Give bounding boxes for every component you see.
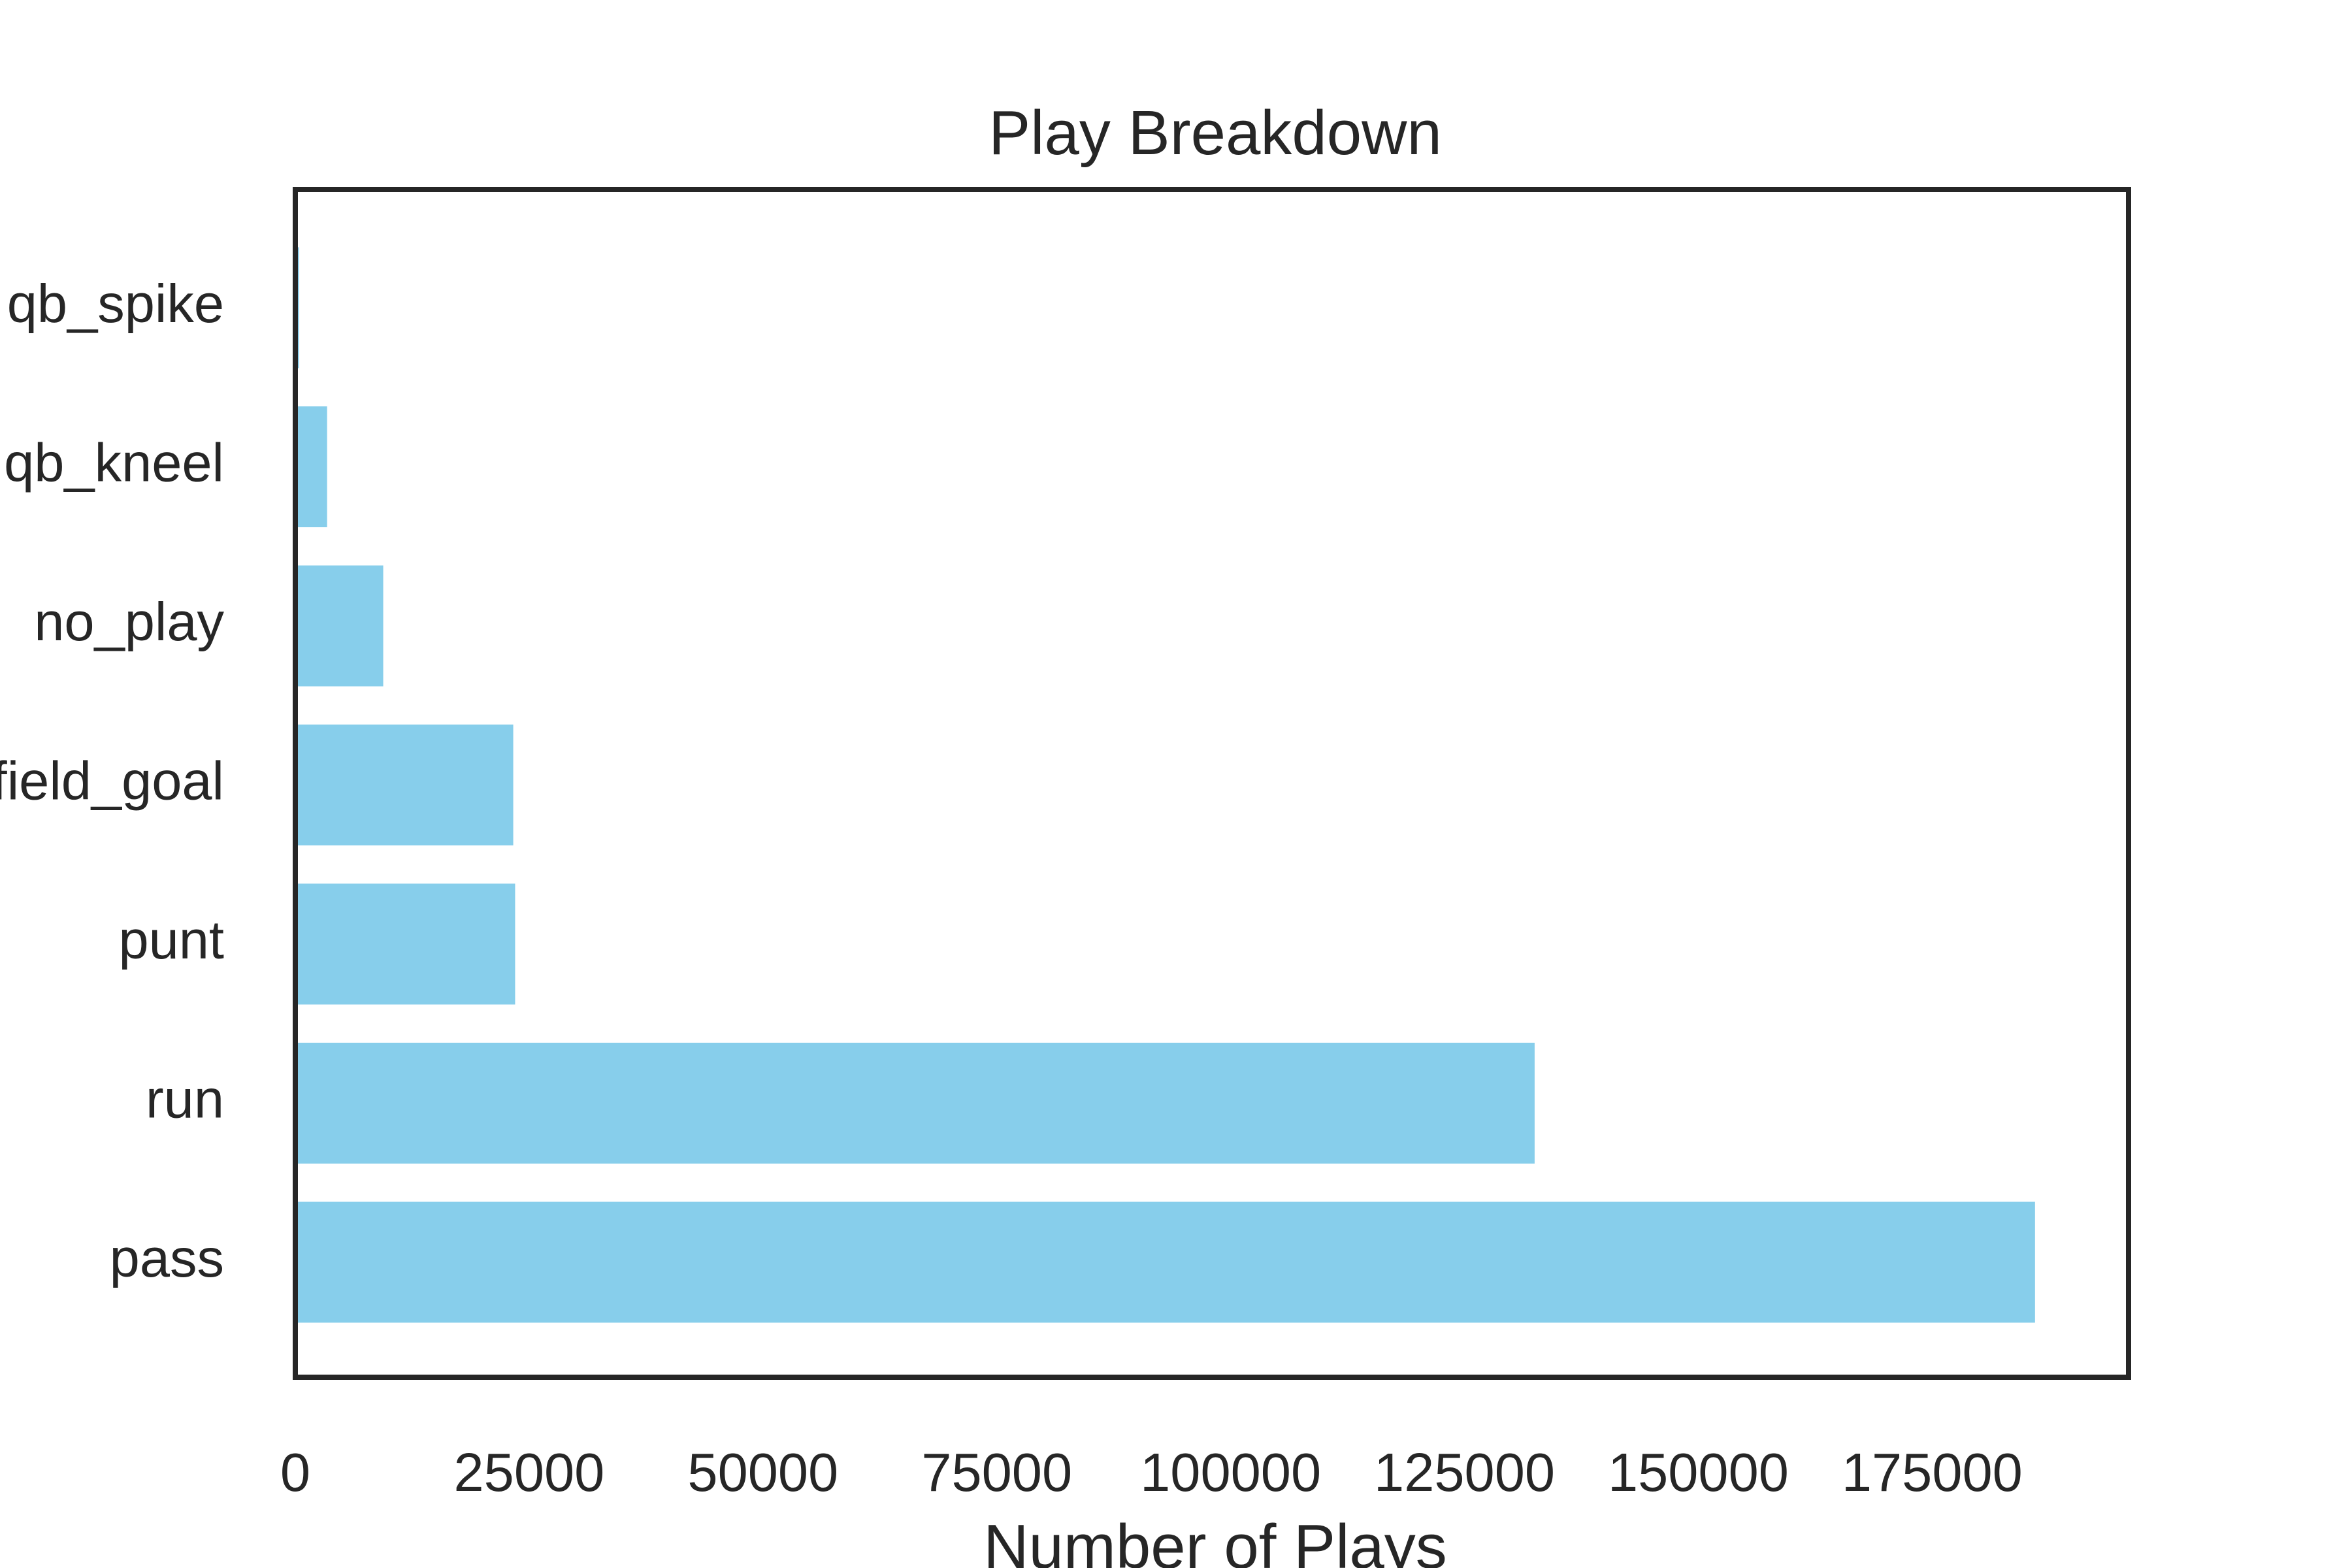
y-tick-labels: pass run punt field_goal no_play qb_kneel qb_s… bbox=[0, 273, 224, 1288]
y-tick-label-pass: pass bbox=[110, 1228, 224, 1288]
bar-pass bbox=[295, 1201, 2035, 1323]
x-tick-labels: 0 25000 50000 75000 100000 125000 150000 175000 bbox=[280, 1442, 2023, 1503]
x-tick-label-5: 125000 bbox=[1374, 1442, 1555, 1503]
bar-run bbox=[295, 1043, 1535, 1164]
y-tick-label-qb-spike: qb_spike bbox=[7, 273, 224, 334]
bar-qb-kneel bbox=[295, 406, 327, 527]
chart-title: Play Breakdown bbox=[988, 98, 1442, 168]
y-tick-label-qb-kneel: qb_kneel bbox=[4, 432, 224, 493]
x-tick-label-1: 25000 bbox=[454, 1442, 605, 1503]
y-tick-label-field-goal: field_goal bbox=[0, 750, 224, 811]
x-tick-label-6: 150000 bbox=[1608, 1442, 1789, 1503]
y-tick-label-punt: punt bbox=[118, 909, 224, 970]
y-tick-label-run: run bbox=[146, 1068, 224, 1129]
x-tick-label-7: 175000 bbox=[1842, 1442, 2023, 1503]
x-tick-label-4: 100000 bbox=[1140, 1442, 1321, 1503]
bar-no-play bbox=[295, 565, 384, 687]
bars-layer bbox=[295, 247, 2035, 1323]
y-tick-label-no-play: no_play bbox=[34, 591, 224, 652]
x-tick-label-3: 75000 bbox=[921, 1442, 1072, 1503]
x-axis-label: Number of Plays bbox=[983, 1512, 1447, 1568]
plot-frame bbox=[293, 187, 2131, 1380]
bar-punt bbox=[295, 883, 515, 1005]
x-tick-label-0: 0 bbox=[280, 1442, 310, 1503]
x-tick-label-2: 50000 bbox=[687, 1442, 838, 1503]
bar-field-goal bbox=[295, 725, 514, 845]
